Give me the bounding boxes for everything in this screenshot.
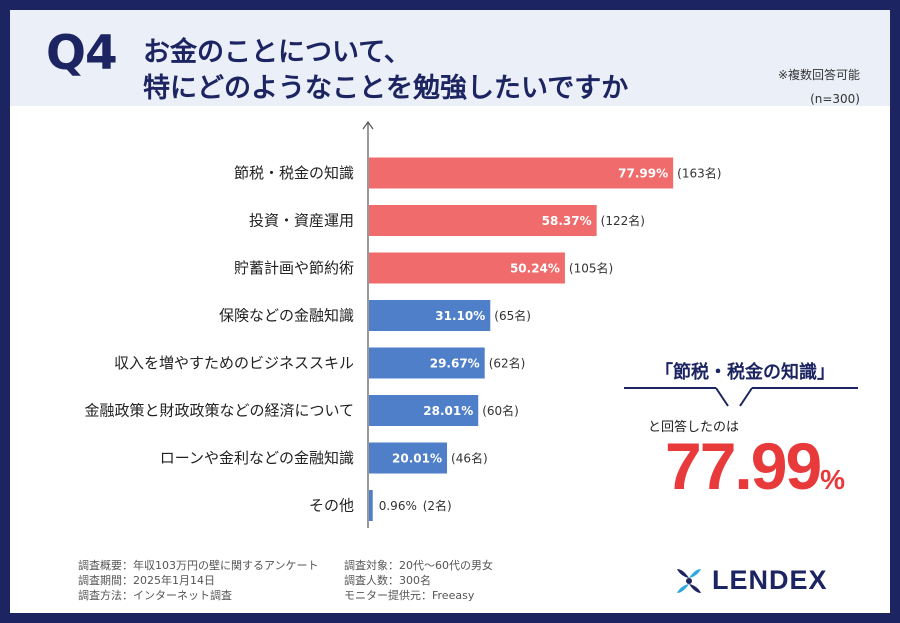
multiple-answer-note: ※複数回答可能 <box>777 68 860 82</box>
value-label: 50.24% <box>510 262 560 276</box>
lendex-logo-icon <box>677 568 701 593</box>
question-number: Q4 <box>46 26 118 81</box>
count-label: (46名) <box>451 451 488 466</box>
count-label: (62名) <box>489 356 526 371</box>
callout-subtext: と回答したのは <box>648 420 740 435</box>
count-label: (60名) <box>482 403 519 418</box>
bar <box>369 347 485 379</box>
bar <box>369 395 479 426</box>
count-label: (122名) <box>601 213 645 228</box>
footer-survey-info-right: 調査対象：20代〜60代の男女 調査人数：300名 モニター提供元：Freeas… <box>344 558 493 603</box>
footer-line: 調査人数：300名 <box>344 574 431 587</box>
count-label: (163名) <box>677 166 721 181</box>
value-label: 20.01% <box>392 452 442 466</box>
bar <box>369 252 565 284</box>
category-label: 保険などの金融知識 <box>219 307 354 325</box>
footer-line: 調査概要：年収103万円の壁に関するアンケート <box>78 559 319 572</box>
bar <box>369 300 491 331</box>
question-title-line1: お金のことについて、 <box>143 37 411 68</box>
footer-line: 調査対象：20代〜60代の男女 <box>344 559 493 572</box>
category-label: 貯蓄計画や節約術 <box>234 259 354 277</box>
category-label: 節税・税金の知識 <box>234 164 354 182</box>
category-label: その他 <box>309 497 354 515</box>
value-label: 29.67% <box>430 357 480 371</box>
category-label: ローンや金利などの金融知識 <box>160 449 354 467</box>
bar <box>369 490 373 521</box>
callout-value: 77.99% <box>665 428 845 504</box>
callout-bracket-line <box>624 387 858 407</box>
bar <box>369 157 674 189</box>
count-label: (65名) <box>494 308 531 323</box>
count-label: (2名) <box>423 498 452 513</box>
bar <box>369 205 597 236</box>
header: Q4 お金のことについて、 特にどのようなことを勉強したいですか ※複数回答可能… <box>10 10 890 106</box>
bar <box>369 442 448 474</box>
value-label: 31.10% <box>435 309 485 323</box>
bar-chart: 節税・税金の知識 77.99% (163名) 投資・資産運用 58.37% (122名) 貯… <box>84 120 721 528</box>
category-label: 金融政策と財政政策などの経済について <box>84 402 354 420</box>
footer-line: 調査期間：2025年1月14日 <box>78 574 215 587</box>
value-label: 77.99% <box>618 167 668 181</box>
callout-unit: % <box>820 464 846 495</box>
question-title-line2: 特にどのようなことを勉強したいですか <box>143 73 629 104</box>
callout-number: 77.99 <box>665 429 822 503</box>
callout-title: 「節税・税金の知識」 <box>655 362 835 383</box>
footer-line: 調査方法：インターネット調査 <box>78 589 232 602</box>
infographic-frame: Q4 お金のことについて、 特にどのようなことを勉強したいですか ※複数回答可能… <box>10 10 890 613</box>
value-label: 0.96% <box>379 499 417 513</box>
value-label: 28.01% <box>423 404 473 418</box>
lendex-logo: LENDEX <box>672 565 828 596</box>
logo-text: LENDEX <box>712 565 828 595</box>
y-axis-arrow <box>362 120 374 130</box>
footer-line: モニター提供元：Freeasy <box>344 589 475 602</box>
value-label: 58.37% <box>542 214 592 228</box>
count-label: (105名) <box>569 261 613 276</box>
category-label: 投資・資産運用 <box>249 212 354 230</box>
sample-size-note: (n=300) <box>810 92 860 106</box>
category-label: 収入を増やすためのビジネススキル <box>114 354 354 372</box>
footer-survey-info-left: 調査概要：年収103万円の壁に関するアンケート 調査期間：2025年1月14日 … <box>78 558 319 603</box>
